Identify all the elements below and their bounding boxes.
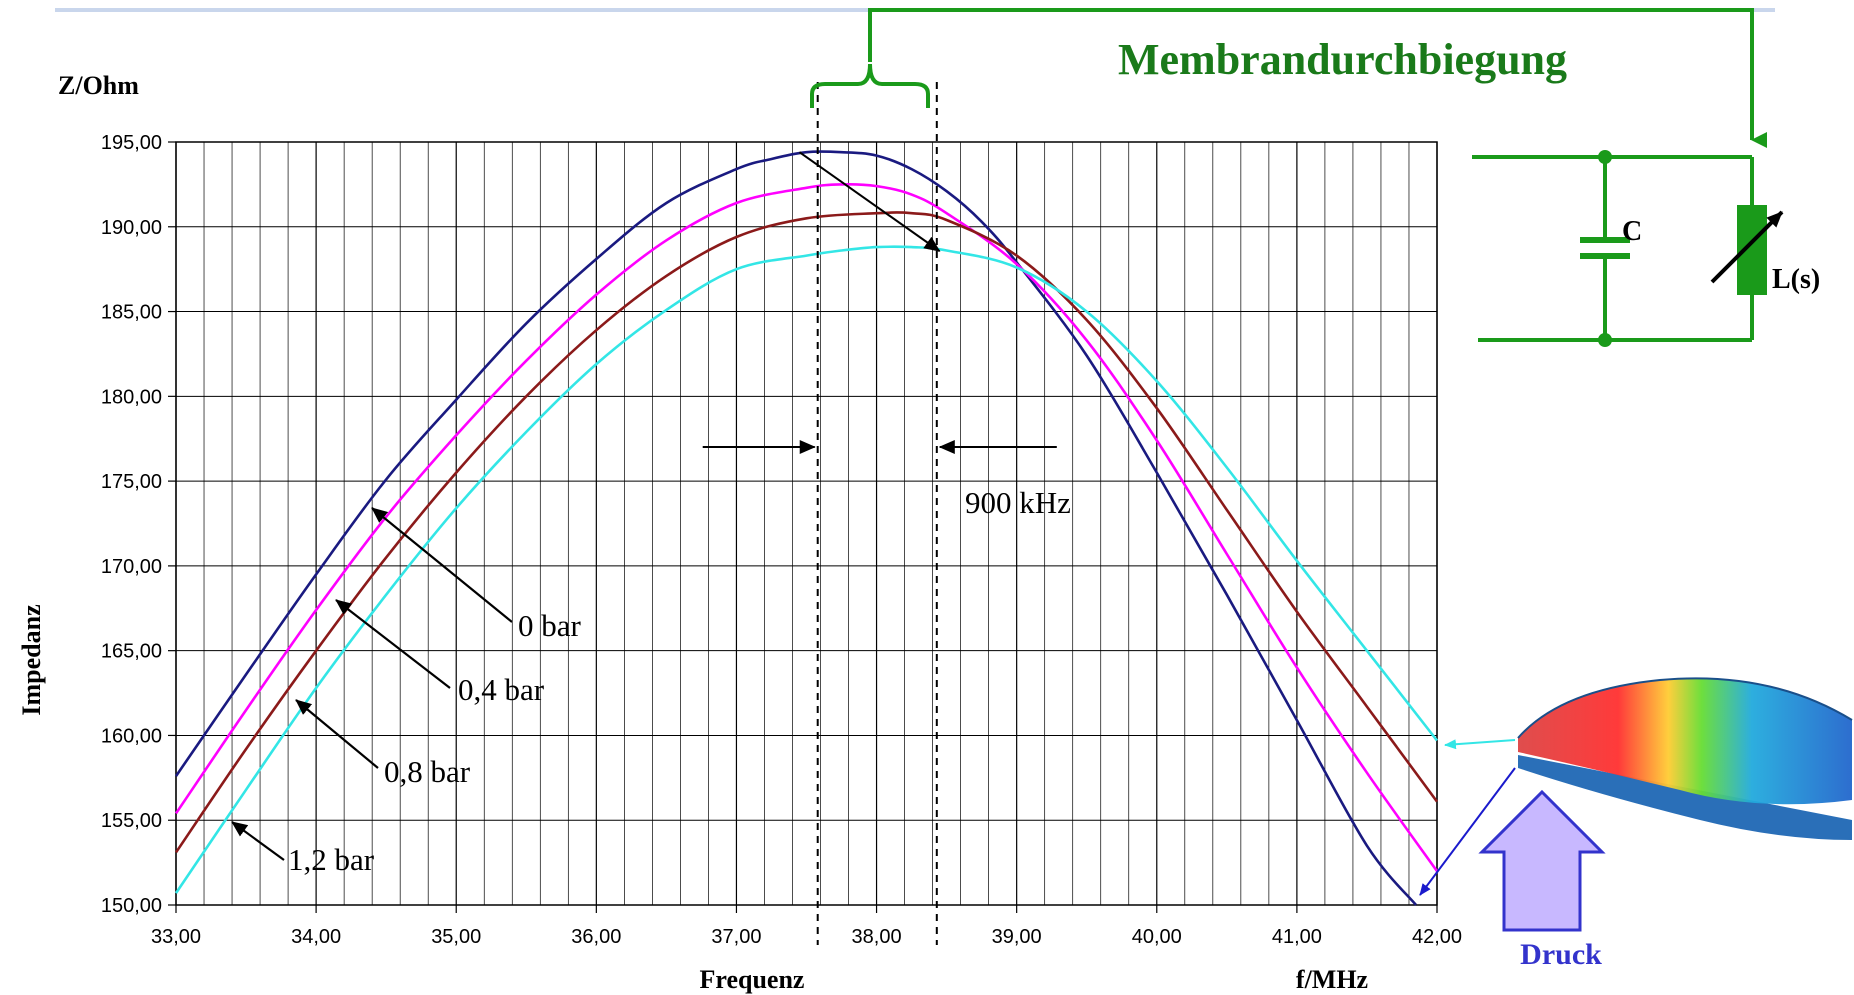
shift-markers bbox=[702, 82, 1057, 945]
y-unit-label: Z/Ohm bbox=[58, 71, 139, 100]
x-tick-label: 33,00 bbox=[151, 926, 201, 948]
x-tick-label: 38,00 bbox=[852, 926, 902, 948]
y-tick-label: 150,00 bbox=[101, 895, 162, 917]
junction-dot bbox=[1598, 150, 1612, 164]
pressure-arrow-2 bbox=[295, 699, 379, 769]
x-unit-label: f/MHz bbox=[1296, 965, 1368, 994]
y-tick-label: 195,00 bbox=[101, 132, 162, 154]
blue-pointer bbox=[1419, 767, 1516, 896]
pressure-label: Druck bbox=[1520, 938, 1602, 971]
pressure-arrow-0 bbox=[371, 507, 513, 623]
curly-brace bbox=[810, 63, 930, 108]
lc-circuit-diagram: Membrandurchbiegung C L(s) bbox=[810, 8, 1820, 347]
peak-shift-arrow bbox=[798, 151, 941, 252]
y-tick-label: 165,00 bbox=[101, 641, 162, 663]
series-line-2 bbox=[174, 211, 1439, 854]
y-tick-label: 185,00 bbox=[101, 302, 162, 324]
series-line-3 bbox=[174, 245, 1439, 894]
pressure-label-2: 0,8 bar bbox=[384, 754, 471, 789]
x-tick-label: 42,00 bbox=[1412, 926, 1462, 948]
membrane-top-surface bbox=[1518, 678, 1852, 805]
inductor-label: L(s) bbox=[1772, 264, 1820, 295]
pressure-label-0: 0 bar bbox=[518, 608, 582, 643]
x-tick-label: 36,00 bbox=[571, 926, 621, 948]
junction-dot bbox=[1598, 333, 1612, 347]
x-tick-label: 39,00 bbox=[992, 926, 1042, 948]
x-tick-label: 37,00 bbox=[711, 926, 761, 948]
y-tick-label: 190,00 bbox=[101, 217, 162, 239]
bracket-link-wire bbox=[868, 8, 1767, 148]
y-tick-label: 160,00 bbox=[101, 725, 162, 747]
y-tick-label: 175,00 bbox=[101, 471, 162, 493]
pressure-arrow bbox=[1478, 789, 1606, 932]
capacitor-label: C bbox=[1622, 216, 1642, 247]
y-axis-label: Impedanz bbox=[17, 604, 46, 715]
series-lines bbox=[174, 150, 1439, 906]
pressure-label-1: 0,4 bar bbox=[458, 672, 545, 707]
y-tick-label: 170,00 bbox=[101, 556, 162, 578]
x-tick-label: 40,00 bbox=[1132, 926, 1182, 948]
membrane-illustration: Druck bbox=[1419, 677, 1853, 971]
membrane-deflection-title: Membrandurchbiegung bbox=[1118, 35, 1567, 84]
pressure-label-3: 1,2 bar bbox=[288, 842, 375, 877]
membrane-edge bbox=[1517, 677, 1853, 739]
y-tick-label: 155,00 bbox=[101, 810, 162, 832]
cyan-pointer bbox=[1444, 739, 1516, 750]
membrane-lower-plate bbox=[1518, 755, 1852, 840]
x-tick-label: 34,00 bbox=[291, 926, 341, 948]
x-tick-label: 41,00 bbox=[1272, 926, 1322, 948]
x-axis-label: Frequenz bbox=[700, 965, 805, 994]
delta-frequency-label: 900 kHz bbox=[965, 485, 1071, 520]
y-tick-label: 180,00 bbox=[101, 386, 162, 408]
pressure-arrow-3 bbox=[231, 821, 285, 861]
series-line-1 bbox=[174, 183, 1439, 872]
variable-arrow bbox=[1710, 210, 1784, 284]
x-tick-label: 35,00 bbox=[431, 926, 481, 948]
pressure-annotations: 0 bar 0,4 bar 0,8 bar 1,2 bar bbox=[231, 507, 582, 877]
series-line-0 bbox=[174, 150, 1418, 906]
pressure-arrow-1 bbox=[335, 599, 451, 689]
y-axis-ticks: 150,00 155,00 160,00 165,00 170,00 175,00 180,… bbox=[101, 132, 176, 917]
plot-frame bbox=[175, 141, 1438, 906]
x-axis-ticks: 33,00 34,00 35,00 36,00 37,00 38,00 39,00 40,00… bbox=[151, 905, 1462, 948]
